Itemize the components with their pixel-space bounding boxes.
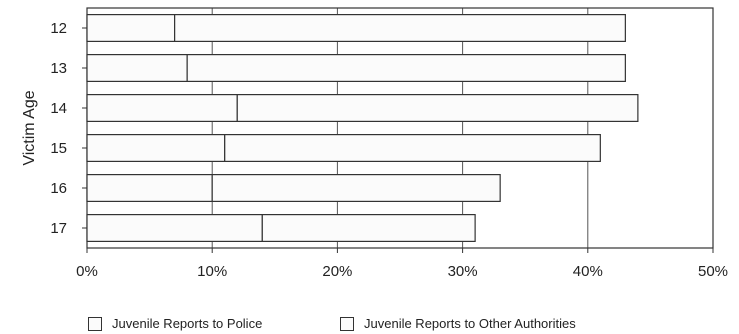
bar-other-authorities	[224, 134, 601, 163]
y-tick-labels: 12 13 14 15 16 17	[50, 20, 87, 237]
bar-other-authorities	[174, 14, 626, 42]
legend-swatch-police	[88, 316, 102, 331]
bar-police	[86, 134, 226, 163]
bar-police	[86, 14, 176, 42]
x-tick-label: 40%	[573, 263, 603, 280]
x-tick-label: 50%	[698, 263, 728, 280]
grid-lines	[86, 8, 714, 253]
bar-other-authorities	[211, 174, 501, 203]
x-tick-label: 10%	[197, 263, 227, 280]
bar-police	[86, 174, 213, 203]
bar-other-authorities	[236, 93, 639, 122]
y-tick-label: 17	[50, 220, 67, 237]
y-tick-label: 15	[50, 140, 67, 157]
bar-police	[86, 93, 238, 122]
bar-police	[86, 53, 188, 82]
y-tick-label: 16	[50, 180, 67, 197]
legend-label-police: Juvenile Reports to Police	[112, 316, 263, 331]
y-tick-label: 12	[50, 20, 67, 37]
bars	[86, 14, 639, 243]
x-tick-labels: 0% 10% 20% 30% 40% 50%	[76, 263, 728, 280]
x-tick-label: 0%	[76, 263, 98, 280]
legend: Juvenile Reports to Police Juvenile Repo…	[88, 316, 688, 334]
plot-area	[86, 7, 714, 249]
bar-other-authorities	[186, 53, 626, 82]
y-tick-label: 14	[50, 100, 67, 117]
bar-other-authorities	[261, 214, 476, 243]
y-axis-title: Victim Age	[21, 90, 38, 165]
legend-swatch-other-authorities	[340, 316, 354, 331]
y-tick-label: 13	[50, 60, 67, 77]
legend-item-police: Juvenile Reports to Police	[88, 316, 262, 331]
legend-item-other-authorities: Juvenile Reports to Other Authorities	[340, 316, 576, 331]
bar-police	[86, 214, 263, 243]
x-tick-label: 30%	[448, 263, 478, 280]
x-tick-label: 20%	[322, 263, 352, 280]
legend-label-other-authorities: Juvenile Reports to Other Authorities	[364, 316, 576, 331]
